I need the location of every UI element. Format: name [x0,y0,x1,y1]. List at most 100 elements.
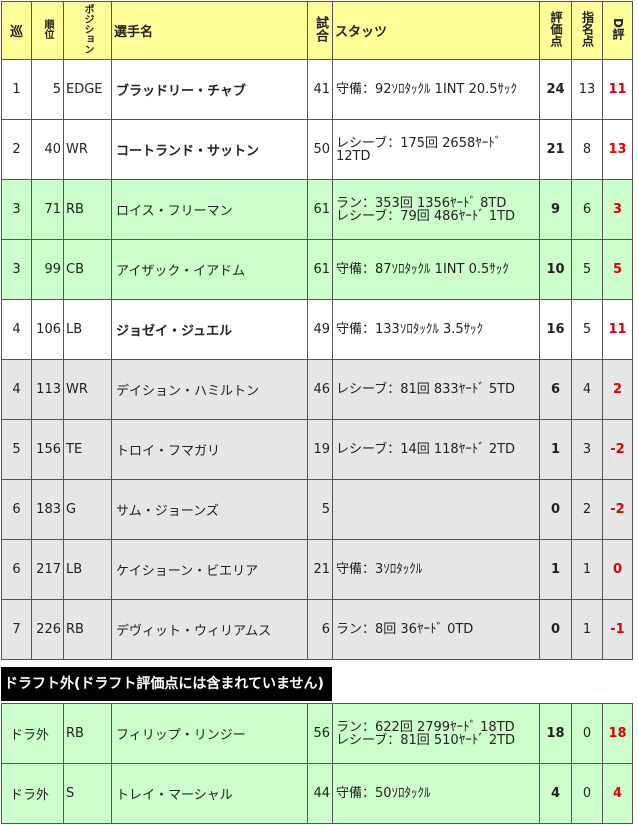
stat-line: 守備：133ｿﾛﾀｯｸﾙ 3.5ｻｯｸ [336,322,484,337]
stats-cell: ラン：622回 2799ﾔｰﾄﾞ 18TD レシーブ：81回 510ﾔｰﾄﾞ 2T… [332,703,540,764]
table-row: 2 40 WR コートランド・サットン 50 レシーブ：175回 2658ﾔｰﾄﾞ 12T… [1,119,633,180]
games-cell: 6 [307,599,333,660]
nominate-cell: 2 [571,479,603,540]
undrafted-banner: ドラフト外(ドラフト評価点には含まれていません) [1,667,332,701]
d-eval-cell: 5 [602,239,633,300]
player-name: コートランド・サットン [111,119,308,180]
round-cell: 6 [1,479,32,540]
score-cell: 10 [539,239,572,300]
games-cell: 19 [307,419,333,480]
undrafted-table: ドラ外 RB フィリップ・リンジー 56 ラン：622回 2799ﾔｰﾄﾞ 18TD レシ… [1,703,633,824]
d-eval-cell: -2 [602,419,633,480]
score-cell: 0 [539,599,572,660]
position-cell: TE [63,419,112,480]
player-name: アイザック・イアドム [111,239,308,300]
pick-cell: 183 [31,479,64,540]
player-name: デイション・ハミルトン [111,359,308,420]
round-cell: ドラ外 [1,703,64,764]
pick-cell: 99 [31,239,64,300]
pick-cell: 106 [31,299,64,360]
d-eval-cell: -2 [602,479,633,540]
position-cell: WR [63,119,112,180]
table-row: 5 156 TE トロイ・フマガリ 19 レシーブ：14回 118ﾔｰﾄﾞ 2TD 1 3 -2 [1,419,633,480]
stat-line: レシーブ：175回 2658ﾔｰﾄﾞ 12TD [336,135,502,164]
position-cell: RB [63,599,112,660]
player-name: ロイス・フリーマン [111,179,308,240]
round-cell: ドラ外 [1,763,64,824]
games-cell: 44 [307,763,333,824]
games-cell: 5 [307,479,333,540]
header-name: 選手名 [111,1,308,60]
stats-cell: 守備：92ｿﾛﾀｯｸﾙ 1INT 20.5ｻｯｸ [332,59,540,120]
round-cell: 3 [1,179,32,240]
games-cell: 50 [307,119,333,180]
player-name: サム・ジョーンズ [111,479,308,540]
score-cell: 4 [539,763,572,824]
d-eval-cell: 0 [602,539,633,600]
nominate-cell: 1 [571,599,603,660]
table-row: ドラ外 RB フィリップ・リンジー 56 ラン：622回 2799ﾔｰﾄﾞ 18TD レシ… [1,703,633,764]
player-name: トロイ・フマガリ [111,419,308,480]
round-cell: 4 [1,299,32,360]
pick-cell: 40 [31,119,64,180]
d-eval-cell: 11 [602,299,633,360]
stat-line: ラン：8回 36ﾔｰﾄﾞ 0TD [336,622,474,637]
header-score: 評価点 [539,1,572,60]
score-cell: 0 [539,479,572,540]
table-row: 6 217 LB ケイショーン・ビエリア 21 守備：3ｿﾛﾀｯｸﾙ 1 1 0 [1,539,633,600]
nominate-cell: 8 [571,119,603,180]
table-row: 1 5 EDGE ブラッドリー・チャブ 41 守備：92ｿﾛﾀｯｸﾙ 1INT 20.5ｻ… [1,59,633,120]
player-name: トレイ・マーシャル [111,763,308,824]
d-eval-cell: 18 [602,703,633,764]
score-cell: 18 [539,703,572,764]
position-cell: S [63,763,112,824]
stat-line: ラン：353回 1356ﾔｰﾄﾞ 8TD [336,195,507,211]
stats-cell: 守備：3ｿﾛﾀｯｸﾙ [332,539,540,600]
player-name: フィリップ・リンジー [111,703,308,764]
stats-cell [332,479,540,540]
header-position: ポジション [63,1,112,60]
round-cell: 7 [1,599,32,660]
table-row: 7 226 RB デヴィット・ウィリアムス 6 ラン：8回 36ﾔｰﾄﾞ 0TD 0 1 -1 [1,599,633,660]
games-cell: 46 [307,359,333,420]
pick-cell: 217 [31,539,64,600]
score-cell: 21 [539,119,572,180]
pick-cell: 71 [31,179,64,240]
header-nominate: 指名点 [571,1,603,60]
score-cell: 1 [539,539,572,600]
player-name: ブラッドリー・チャブ [111,59,308,120]
table-row: 3 71 RB ロイス・フリーマン 61 ラン：353回 1356ﾔｰﾄﾞ 8TD レシーブ… [1,179,633,240]
score-cell: 9 [539,179,572,240]
player-name: ケイショーン・ビエリア [111,539,308,600]
header-round: 巡 [1,1,32,60]
position-cell: LB [63,299,112,360]
nominate-cell: 13 [571,59,603,120]
nominate-cell: 5 [571,299,603,360]
stat-line: 守備：50ｿﾛﾀｯｸﾙ [336,786,431,801]
nominate-cell: 3 [571,419,603,480]
nominate-cell: 0 [571,703,603,764]
stats-cell: 守備：133ｿﾛﾀｯｸﾙ 3.5ｻｯｸ [332,299,540,360]
nominate-cell: 0 [571,763,603,824]
stat-line: ラン：622回 2799ﾔｰﾄﾞ 18TD [336,719,515,735]
nominate-cell: 4 [571,359,603,420]
stats-cell: レシーブ：81回 833ﾔｰﾄﾞ 5TD [332,359,540,420]
round-cell: 5 [1,419,32,480]
pick-cell: 156 [31,419,64,480]
games-cell: 56 [307,703,333,764]
position-cell: RB [63,179,112,240]
d-eval-cell: 4 [602,763,633,824]
nominate-cell: 1 [571,539,603,600]
stat-line: レシーブ：81回 833ﾔｰﾄﾞ 5TD [336,382,516,397]
header-row: 巡 順位 ポジション 選手名 試合 スタッツ 評価点 指名点 D評 [1,1,633,60]
stat-line: 守備：3ｿﾛﾀｯｸﾙ [336,562,423,577]
stats-cell: レシーブ：175回 2658ﾔｰﾄﾞ 12TD [332,119,540,180]
score-cell: 1 [539,419,572,480]
pick-cell: 113 [31,359,64,420]
header-stats: スタッツ [332,1,540,60]
player-name: ジョゼイ・ジュエル [111,299,308,360]
stat-line: 守備：87ｿﾛﾀｯｸﾙ 1INT 0.5ｻｯｸ [336,262,509,277]
pick-cell: 5 [31,59,64,120]
position-cell: LB [63,539,112,600]
stats-cell: 守備：50ｿﾛﾀｯｸﾙ [332,763,540,824]
